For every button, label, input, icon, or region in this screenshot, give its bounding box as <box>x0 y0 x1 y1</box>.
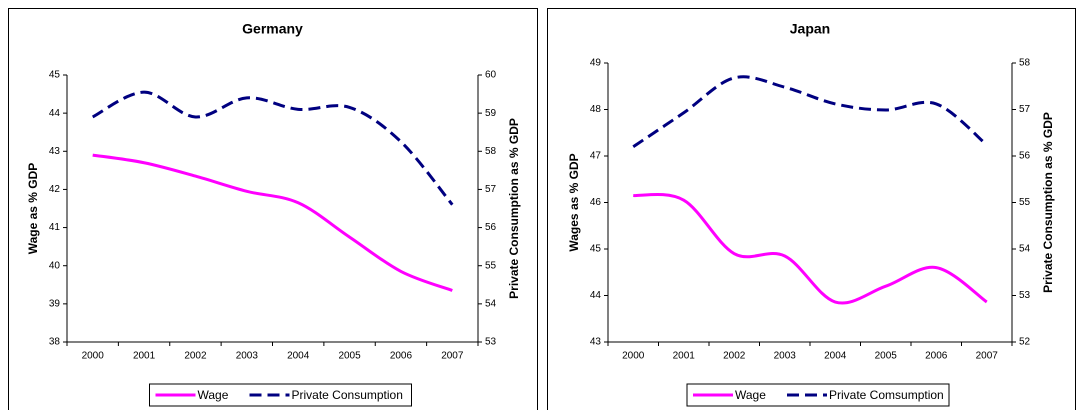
x-tick-label: 2006 <box>390 351 413 362</box>
y-tick-label: 44 <box>49 108 61 119</box>
x-tick-label: 2002 <box>184 351 207 362</box>
y-tick-label: 45 <box>49 70 61 81</box>
y2-tick-label: 58 <box>1019 58 1031 69</box>
y2-tick-label: 57 <box>485 184 497 195</box>
legend-box <box>686 383 950 407</box>
panel-border <box>547 8 1076 415</box>
x-tick-label: 2004 <box>824 351 847 362</box>
data-line <box>91 90 454 206</box>
y2-tick-label: 55 <box>1019 197 1031 208</box>
y-tick-label: 38 <box>49 337 61 348</box>
y2-tick-label: 56 <box>1019 151 1031 162</box>
legend-label: Private Consumption <box>292 388 403 402</box>
y2-tick-label: 53 <box>485 337 497 348</box>
y-tick-label: 40 <box>49 260 61 271</box>
y-tick-label: 42 <box>49 184 61 195</box>
data-line <box>633 193 988 305</box>
x-tick-label: 2007 <box>441 351 464 362</box>
y-axis-title: Wages as % GDP <box>567 153 581 251</box>
data-line <box>632 75 988 148</box>
legend-label: Wage <box>735 388 766 402</box>
data-line <box>92 153 453 292</box>
chart-title: Japan <box>790 21 830 37</box>
x-tick-label: 2003 <box>236 351 259 362</box>
x-tick-label: 2004 <box>287 351 310 362</box>
y-tick-label: 49 <box>590 58 602 69</box>
x-tick-label: 2003 <box>774 351 797 362</box>
y-tick-label: 47 <box>590 151 602 162</box>
y2-tick-label: 57 <box>1019 104 1031 115</box>
y-tick-label: 43 <box>49 146 61 157</box>
x-tick-label: 2000 <box>82 351 105 362</box>
y2-tick-label: 55 <box>485 260 497 271</box>
y-tick-label: 45 <box>590 244 602 255</box>
y2-tick-label: 52 <box>1019 337 1031 348</box>
y2-tick-label: 53 <box>1019 290 1031 301</box>
y2-axis-title: Private Consumption as % GDP <box>507 118 521 299</box>
y-tick-label: 44 <box>590 290 602 301</box>
y-tick-label: 46 <box>590 197 602 208</box>
y2-tick-label: 56 <box>485 222 497 233</box>
y-tick-label: 48 <box>590 104 602 115</box>
y-tick-label: 41 <box>49 222 61 233</box>
x-tick-label: 2006 <box>925 351 948 362</box>
y2-tick-label: 60 <box>485 70 497 81</box>
x-tick-label: 2002 <box>723 351 746 362</box>
panel-border <box>8 8 538 415</box>
x-tick-label: 2001 <box>133 351 156 362</box>
x-tick-label: 2007 <box>976 351 999 362</box>
y-tick-label: 39 <box>49 298 61 309</box>
y2-tick-label: 59 <box>485 108 497 119</box>
legend-box <box>149 383 412 407</box>
x-tick-label: 2005 <box>338 351 361 362</box>
x-tick-label: 2005 <box>875 351 898 362</box>
y2-tick-label: 58 <box>485 146 497 157</box>
x-tick-label: 2000 <box>622 351 645 362</box>
y2-tick-label: 54 <box>485 298 497 309</box>
y-axis-title: Wage as % GDP <box>26 163 40 255</box>
chart-title: Germany <box>242 21 303 37</box>
y-tick-label: 43 <box>590 337 602 348</box>
y2-tick-label: 54 <box>1019 244 1031 255</box>
x-tick-label: 2001 <box>673 351 696 362</box>
y2-axis-title: Private Consumption as % GDP <box>1041 112 1055 293</box>
legend-label: Private Comsumption <box>829 388 944 402</box>
legend-label: Wage <box>198 388 229 402</box>
